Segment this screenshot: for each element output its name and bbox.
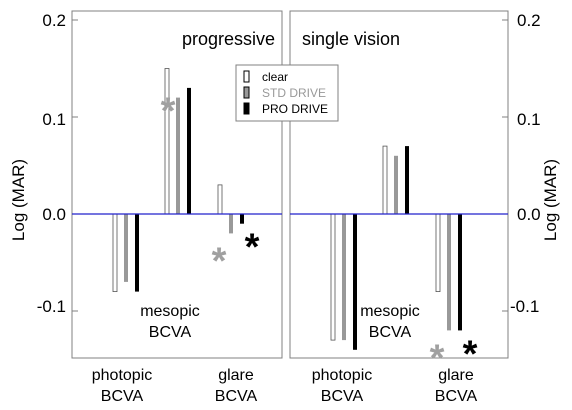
- legend-label-pro-drive: PRO DRIVE: [262, 102, 328, 116]
- right-tick-label-3: -0.1: [510, 297, 539, 316]
- left-bar-std-drive-cat1: [176, 97, 180, 214]
- left-category-label-mesopic-line2: BCVA: [149, 324, 192, 341]
- legend-label-clear: clear: [262, 70, 288, 84]
- left-tick-label-2: 0.0: [42, 205, 66, 224]
- left-tick-label-3: -0.1: [37, 297, 66, 316]
- right-bar-clear-cat1: [382, 145, 388, 215]
- left-tick-label-1: 0.1: [42, 110, 66, 129]
- right-category-label-photopic-line1: photopic: [312, 367, 373, 384]
- right-bar-std-drive-cat2: [447, 214, 451, 331]
- right-panel-title: single vision: [302, 29, 400, 49]
- left-panel-frame: [71, 10, 283, 359]
- left-bar-pro-drive-cat2: [240, 214, 244, 224]
- right-panel-frame: [289, 10, 509, 359]
- right-y-axis-title: Log (MAR): [541, 159, 560, 241]
- legend-box: [235, 64, 339, 122]
- left-significance-asterisk-0: *: [161, 91, 176, 133]
- right-bar-std-drive-cat0: [342, 214, 346, 341]
- legend-swatch-clear: [243, 70, 250, 83]
- legend-swatch-std-drive: [243, 86, 250, 99]
- left-category-label-photopic-line2: BCVA: [101, 388, 144, 405]
- right-category-label-mesopic-line2: BCVA: [369, 324, 412, 341]
- right-significance-asterisk-1: *: [463, 333, 478, 375]
- left-bar-std-drive-cat0: [124, 214, 128, 282]
- right-bar-pro-drive-cat1: [405, 146, 409, 214]
- legend-label-std-drive: STD DRIVE: [262, 86, 326, 100]
- right-significance-asterisk-0: *: [430, 337, 445, 379]
- left-significance-asterisk-2: *: [245, 227, 260, 269]
- right-category-label-photopic-line2: BCVA: [321, 388, 364, 405]
- left-significance-asterisk-1: *: [212, 240, 227, 282]
- right-bar-std-drive-cat1: [394, 155, 398, 214]
- left-tick-label-0: 0.2: [42, 11, 66, 30]
- left-category-label-glare-line1: glare: [218, 367, 254, 384]
- right-tick-label-1: 0.1: [517, 110, 541, 129]
- right-bar-pro-drive-cat0: [353, 214, 357, 350]
- left-bar-clear-cat2: [217, 184, 223, 215]
- right-bar-pro-drive-cat2: [458, 214, 462, 331]
- legend: clear STD DRIVE PRO DRIVE: [235, 64, 339, 122]
- right-bar-clear-cat2: [435, 213, 441, 292]
- left-category-label-mesopic-line1: mesopic: [140, 303, 200, 320]
- right-category-label-mesopic-line1: mesopic: [360, 303, 420, 320]
- right-tick-label-2: 0.0: [517, 205, 541, 224]
- right-bar-clear-cat0: [330, 213, 336, 341]
- left-y-axis-title: Log (MAR): [9, 159, 28, 241]
- left-bar-std-drive-cat2: [229, 214, 233, 234]
- left-bar-pro-drive-cat0: [135, 214, 139, 292]
- left-panel-title: progressive: [182, 29, 275, 49]
- left-bar-pro-drive-cat1: [187, 87, 191, 214]
- left-bar-clear-cat0: [112, 213, 118, 292]
- right-category-label-glare-line2: BCVA: [435, 388, 478, 405]
- legend-swatch-pro-drive: [243, 102, 250, 115]
- left-category-label-photopic-line1: photopic: [92, 367, 153, 384]
- right-tick-label-0: 0.2: [517, 11, 541, 30]
- right-category-label-glare-line1: glare: [438, 367, 474, 384]
- left-category-label-glare-line2: BCVA: [215, 388, 258, 405]
